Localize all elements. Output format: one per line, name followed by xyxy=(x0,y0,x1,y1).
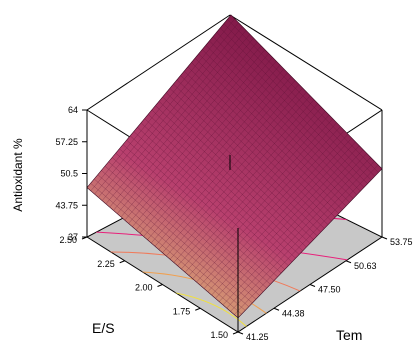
z-tick-label: 43.75 xyxy=(55,200,78,210)
surface-grid-line xyxy=(223,23,375,177)
es-tick-mark xyxy=(157,284,163,287)
surface-grid-line xyxy=(154,84,300,247)
es-tick-mark xyxy=(232,331,239,335)
surface-grid-line xyxy=(166,92,318,237)
surface-grid-line xyxy=(158,87,303,250)
surface-grid-line xyxy=(194,58,347,207)
contour-line xyxy=(169,291,251,331)
es-tick-label: 2.50 xyxy=(59,235,77,245)
surface-grid-line xyxy=(173,83,325,229)
es-axis-title: E/S xyxy=(92,320,115,336)
surface-grid-line xyxy=(212,36,365,188)
surface-grid-line xyxy=(184,70,336,218)
tem-axis-title: Tem xyxy=(336,327,362,343)
surface-grid-line xyxy=(198,53,350,203)
surface-grid-line xyxy=(151,80,296,244)
tem-tick-mark xyxy=(309,284,316,287)
surface-grid-line xyxy=(98,26,243,198)
es-tick-label: 2.00 xyxy=(135,283,153,293)
surface-grid-line xyxy=(109,37,254,208)
z-axis: 37 43.75 50.5 57.25 64 Antioxidant % xyxy=(11,105,88,242)
z-tick-label: 57.25 xyxy=(55,137,78,147)
tem-tick-mark xyxy=(237,331,244,335)
surface-grid-line xyxy=(209,40,361,192)
tem-axis: 41.25 44.38 47.50 50.63 53.75 Tem xyxy=(237,236,413,343)
surface-grid-line xyxy=(147,76,292,240)
es-axis: 1.50 1.75 2.00 2.25 2.50 E/S xyxy=(59,235,239,340)
tem-tick-mark xyxy=(273,307,280,311)
surface-grid-line xyxy=(162,96,314,240)
es-tick-label: 1.50 xyxy=(210,330,228,340)
es-tick-mark xyxy=(119,260,125,264)
surface-grid-line xyxy=(205,45,357,196)
tem-tick-label: 44.38 xyxy=(282,308,305,318)
surface-grid-line xyxy=(216,32,368,184)
surface-grid-line xyxy=(191,62,343,210)
surface-grid-line xyxy=(120,49,266,218)
surface-grid-line xyxy=(94,22,239,195)
tem-tick-label: 50.63 xyxy=(354,261,377,271)
surface-grid-line xyxy=(187,66,339,214)
surface-grid-line xyxy=(132,61,277,227)
surface-grid-line xyxy=(220,27,372,181)
tem-tick-label: 41.25 xyxy=(246,332,269,342)
surface-grid-line xyxy=(227,19,379,173)
surface-grid-line xyxy=(128,57,273,224)
surface-grid-line xyxy=(105,34,251,205)
surface-grid-line xyxy=(135,64,281,231)
surface-grid-line xyxy=(86,14,232,188)
surface-grid-line xyxy=(124,53,269,221)
surface-grid-line xyxy=(162,91,307,253)
z-axis-title: Antioxidant % xyxy=(11,138,25,212)
tem-tick-label: 47.50 xyxy=(318,285,341,295)
response-surface xyxy=(86,14,383,319)
surface-grid-line xyxy=(90,18,235,191)
es-tick-label: 1.75 xyxy=(173,306,191,316)
z-tick-label: 64 xyxy=(68,105,78,115)
es-tick-mark xyxy=(195,307,201,311)
surface-grid-line xyxy=(143,72,288,237)
surface-grid-line xyxy=(180,75,332,222)
surface-grid-line xyxy=(169,88,321,233)
surface-grid-line xyxy=(113,41,258,211)
surface-grid-lines xyxy=(86,14,383,319)
es-tick-label: 2.25 xyxy=(97,259,115,269)
tem-tick-mark xyxy=(345,260,352,264)
es-tick-mark xyxy=(81,236,88,240)
tem-tick-label: 53.75 xyxy=(390,237,413,247)
tem-tick-mark xyxy=(381,236,388,240)
surface-grid-line xyxy=(117,45,262,214)
surface-grid-line xyxy=(176,79,329,225)
z-tick-label: 37 xyxy=(68,232,78,242)
surface-grid-line xyxy=(101,30,247,201)
surface-grid-line xyxy=(139,68,284,234)
surface-grid-line xyxy=(202,49,354,199)
z-tick-label: 50.5 xyxy=(60,169,78,179)
surface-grid-line xyxy=(230,14,383,169)
